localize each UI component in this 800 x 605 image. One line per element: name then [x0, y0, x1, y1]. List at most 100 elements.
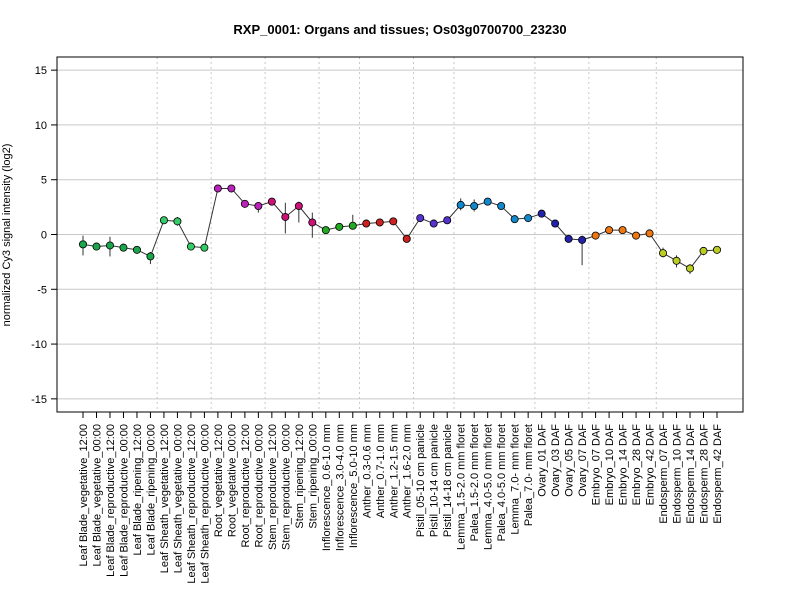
data-point: [483, 197, 492, 206]
x-tick-label: Pistil_14-18 cm panicle: [442, 424, 454, 537]
data-point: [429, 219, 438, 228]
data-point: [362, 219, 371, 228]
x-tick-label: Palea_4.0-5.0 mm floret: [496, 424, 508, 541]
y-axis-label: normalized Cy3 signal intensity (log2): [1, 144, 13, 327]
data-point: [132, 245, 141, 254]
data-point: [686, 264, 695, 273]
x-axis: Leaf Blade_vegetative_12:00 Leaf Blade_ve…: [78, 412, 724, 584]
chart-title: RXP_0001: Organs and tissues; Os03g07007…: [233, 22, 566, 37]
x-tick-label: Pistil_05-10 cm panicle: [415, 424, 427, 537]
data-point: [443, 216, 452, 225]
y-axis: -15 -10 -5 0 5 10 15: [31, 65, 57, 406]
x-tick-label: Leaf Blade_reproductive_12:00: [105, 424, 117, 577]
data-point: [105, 241, 114, 250]
data-point: [308, 218, 317, 227]
y-tick-label: 0: [41, 230, 47, 242]
x-tick-label: Stem_ripening_12:00: [294, 424, 306, 529]
data-point: [456, 200, 465, 209]
x-tick-label: Endosperm_10 DAF: [672, 424, 684, 524]
data-point: [240, 199, 249, 208]
x-tick-label: Leaf Blade_vegetative_12:00: [78, 424, 90, 567]
x-tick-label: Leaf Blade_ripening_00:00: [145, 424, 157, 556]
data-point: [335, 222, 344, 231]
y-tick-label: 10: [35, 120, 47, 132]
x-tick-label: Endosperm_28 DAF: [699, 424, 711, 524]
y-tick-label: -15: [31, 394, 47, 406]
data-point: [659, 249, 668, 258]
x-tick-label: Stem_reproductive_00:00: [280, 424, 292, 550]
data-point: [186, 242, 195, 251]
x-tick-label: Stem_ripening_00:00: [307, 424, 319, 529]
data-point: [321, 226, 330, 235]
x-tick-label: Anther_1.6-2.0 mm: [402, 424, 414, 518]
data-point: [159, 216, 168, 225]
x-tick-label: Root_vegetative_12:00: [213, 424, 225, 537]
data-point: [713, 245, 722, 254]
x-tick-label: Lemma_1.5-2.0 mm floret: [456, 424, 468, 550]
x-tick-label: Endosperm_42 DAF: [712, 424, 724, 524]
data-point: [213, 184, 222, 193]
y-tick-label: 15: [35, 65, 47, 77]
data-point: [402, 234, 411, 243]
data-point: [510, 215, 519, 224]
x-tick-label: Anther_0.7-1.0 mm: [375, 424, 387, 518]
data-point: [564, 234, 573, 243]
x-tick-label: Lemma_7.0- mm floret: [510, 424, 522, 535]
data-point: [79, 240, 88, 249]
data-point: [605, 226, 614, 235]
x-tick-label: Palea_1.5-2.0 mm floret: [469, 424, 481, 541]
x-tick-label: Ovary_03 DAF: [550, 424, 562, 497]
x-tick-label: Leaf Blade_vegetative_00:00: [91, 424, 103, 567]
data-point: [578, 235, 587, 244]
x-tick-label: Ovary_07 DAF: [577, 424, 589, 497]
x-tick-label: Leaf Sheath_vegetative_12:00: [159, 424, 171, 573]
x-tick-label: Embryo_42 DAF: [645, 424, 657, 506]
data-point: [699, 246, 708, 255]
x-tick-label: Pistil_10-14 cm panicle: [429, 424, 441, 537]
x-tick-label: Inflorescence_3.0-4.0 mm: [334, 424, 346, 551]
data-point: [92, 242, 101, 251]
x-tick-label: Leaf Sheath_reproductive_00:00: [199, 424, 211, 584]
gridlines: [57, 69, 743, 400]
data-point: [281, 212, 290, 221]
data-point: [591, 231, 600, 240]
x-tick-label: Ovary_05 DAF: [564, 424, 576, 497]
y-tick-label: 5: [41, 175, 47, 187]
x-tick-label: Leaf Sheath_vegetative_00:00: [172, 424, 184, 573]
data-point: [497, 202, 506, 211]
x-tick-label: Palea_7.0- mm floret: [523, 424, 535, 526]
error-bars: [82, 198, 705, 274]
data-point: [173, 217, 182, 226]
data-point: [254, 202, 263, 211]
group-separators: [156, 57, 657, 412]
x-tick-label: Leaf Blade_ripening_12:00: [132, 424, 144, 556]
data-point: [672, 256, 681, 265]
x-tick-label: Embryo_07 DAF: [591, 424, 603, 506]
data-point: [227, 184, 236, 193]
data-point: [294, 202, 303, 211]
x-tick-label: Root_reproductive_12:00: [240, 424, 252, 548]
data-point: [416, 214, 425, 223]
data-point: [524, 214, 533, 223]
data-point: [348, 221, 357, 230]
data-point: [389, 217, 398, 226]
x-tick-label: Lemma_4.0-5.0 mm floret: [483, 424, 495, 550]
data-point: [267, 197, 276, 206]
x-tick-label: Embryo_10 DAF: [604, 424, 616, 506]
x-tick-label: Embryo_28 DAF: [631, 424, 643, 506]
data-point: [632, 231, 641, 240]
x-tick-label: Leaf Sheath_reproductive_12:00: [186, 424, 198, 584]
x-tick-label: Inflorescence_0.6-1.0 mm: [321, 424, 333, 551]
data-point: [551, 219, 560, 228]
data-point: [119, 243, 128, 252]
x-tick-label: Endosperm_07 DAF: [658, 424, 670, 524]
data-points: [79, 184, 722, 273]
x-tick-label: Endosperm_14 DAF: [685, 424, 697, 524]
data-point: [470, 202, 479, 211]
x-tick-label: Embryo_14 DAF: [618, 424, 630, 506]
x-tick-label: Ovary_01 DAF: [537, 424, 549, 497]
data-point: [375, 218, 384, 227]
x-tick-label: Anther_0.3-0.6 mm: [361, 424, 373, 518]
